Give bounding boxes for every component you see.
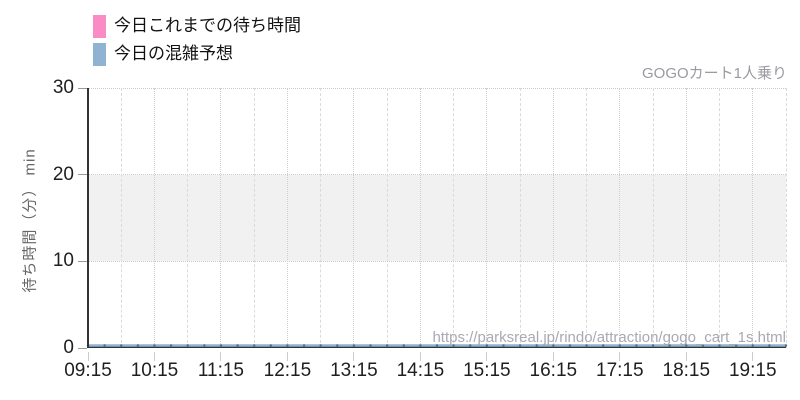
x-tick-14:15 bbox=[419, 352, 421, 361]
v-gridline-half bbox=[320, 88, 322, 348]
v-gridline-hour bbox=[153, 88, 155, 348]
highlight-band bbox=[88, 174, 786, 262]
x-tick-19:15 bbox=[752, 352, 754, 361]
y-tick-label-10: 10 bbox=[52, 250, 74, 272]
y-tick-30 bbox=[78, 87, 87, 89]
v-gridline-hour bbox=[486, 88, 488, 348]
legend: 今日これまでの待ち時間 今日の混雑予想 bbox=[93, 14, 301, 70]
chart-title: GOGOカート1人乗り bbox=[641, 65, 787, 82]
v-gridline-half bbox=[652, 88, 654, 348]
v-gridline-half bbox=[719, 88, 721, 348]
x-tick-label-17:15: 17:15 bbox=[596, 360, 644, 381]
legend-swatch-actual bbox=[93, 14, 106, 38]
v-gridline-hour bbox=[619, 88, 621, 348]
x-tick-label-16:15: 16:15 bbox=[529, 360, 578, 381]
v-gridline-half bbox=[586, 88, 588, 348]
y-tick-10 bbox=[78, 260, 87, 262]
watermark-url: https://parksreal.jp/rindo/attraction/go… bbox=[432, 329, 786, 346]
y-tick-label-20: 20 bbox=[52, 163, 74, 185]
v-gridline-hour bbox=[752, 88, 754, 348]
x-tick-label-12:15: 12:15 bbox=[263, 360, 312, 381]
plot-area bbox=[86, 87, 788, 348]
x-tick-label-13:15: 13:15 bbox=[330, 360, 378, 381]
h-gridline-30 bbox=[88, 87, 786, 89]
v-gridline-half bbox=[785, 88, 787, 348]
x-tick-label-15:15: 15:15 bbox=[463, 360, 511, 381]
v-gridline-half bbox=[453, 88, 455, 348]
v-gridline-half bbox=[187, 88, 189, 348]
x-tick-13:15 bbox=[353, 352, 355, 361]
x-axis-line bbox=[88, 346, 786, 348]
v-gridline-hour bbox=[685, 88, 687, 348]
v-gridline-hour bbox=[286, 88, 288, 348]
v-gridline-hour bbox=[552, 88, 554, 348]
x-tick-17:15 bbox=[619, 352, 621, 361]
v-gridline-hour bbox=[419, 88, 421, 348]
x-tick-label-14:15: 14:15 bbox=[396, 360, 445, 381]
v-gridline-hour bbox=[353, 88, 355, 348]
legend-label-actual: 今日これまでの待ち時間 bbox=[114, 16, 301, 35]
series-line-1 bbox=[86, 344, 788, 347]
legend-label-forecast: 今日の混雑予想 bbox=[114, 44, 233, 63]
y-tick-label-0: 0 bbox=[63, 337, 74, 358]
y-axis-line bbox=[87, 88, 89, 348]
x-tick-11:15 bbox=[220, 352, 222, 361]
x-tick-09:15 bbox=[87, 352, 89, 361]
x-tick-10:15 bbox=[153, 352, 155, 361]
x-tick-16:15 bbox=[552, 352, 554, 361]
v-gridline-half bbox=[253, 88, 255, 348]
v-gridline-hour bbox=[220, 88, 222, 348]
y-tick-label-30: 30 bbox=[52, 77, 74, 98]
v-gridline-half bbox=[386, 88, 388, 348]
legend-item-forecast: 今日の混雑予想 bbox=[93, 42, 301, 66]
x-tick-12:15 bbox=[286, 352, 288, 361]
x-tick-label-10:15: 10:15 bbox=[130, 360, 179, 381]
x-tick-15:15 bbox=[486, 352, 488, 361]
x-tick-18:15 bbox=[685, 352, 687, 361]
x-tick-label-19:15: 19:15 bbox=[728, 360, 777, 381]
v-gridline-half bbox=[519, 88, 521, 348]
x-tick-label-18:15: 18:15 bbox=[662, 360, 711, 381]
y-tick-0 bbox=[78, 347, 87, 349]
y-tick-20 bbox=[78, 174, 87, 176]
h-gridline-10 bbox=[88, 260, 786, 262]
x-tick-label-09:15: 09:15 bbox=[64, 360, 112, 381]
legend-swatch-forecast bbox=[93, 42, 106, 66]
legend-item-actual: 今日これまでの待ち時間 bbox=[93, 14, 301, 38]
x-tick-label-11:15: 11:15 bbox=[197, 360, 244, 381]
h-gridline-20 bbox=[88, 174, 786, 176]
v-gridline-half bbox=[120, 88, 122, 348]
